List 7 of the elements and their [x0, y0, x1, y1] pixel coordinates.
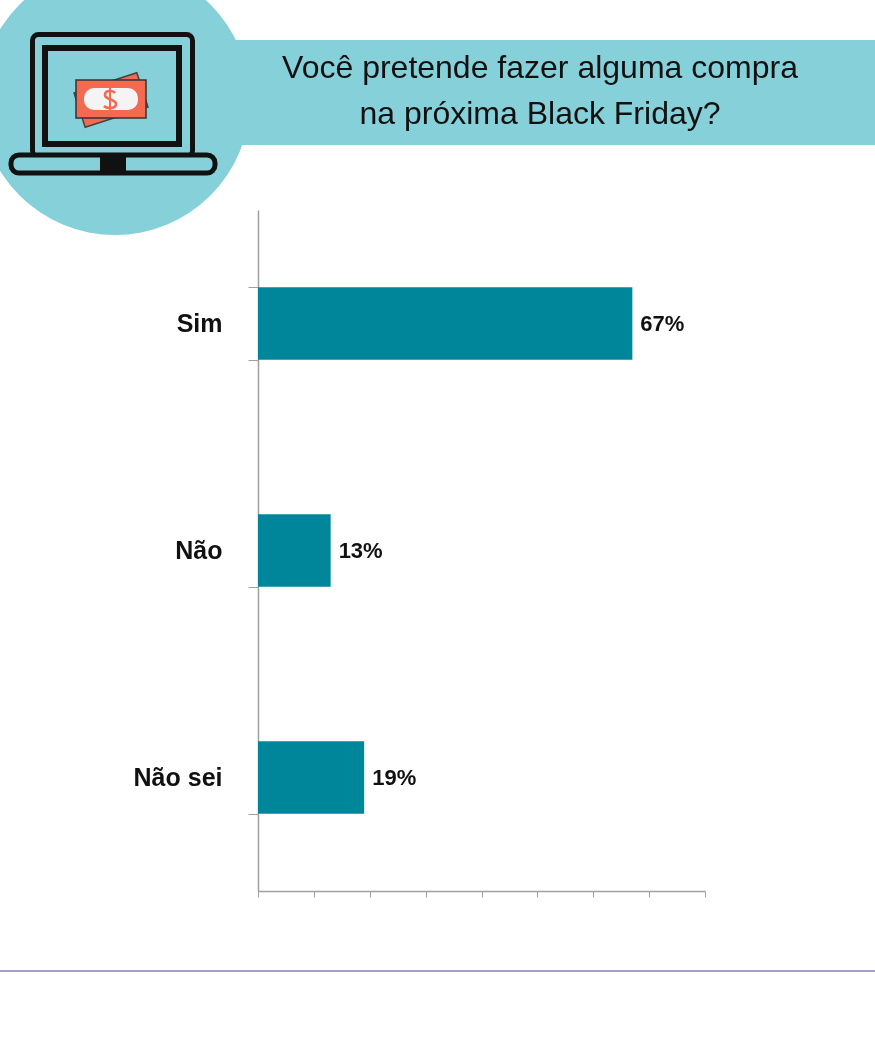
y-tick-label: Sim	[176, 309, 223, 337]
y-tick-label: Não	[175, 536, 223, 564]
y-tick-label: Não sei	[133, 763, 223, 791]
data-label: 13%	[338, 537, 383, 563]
data-label: 19%	[372, 764, 417, 790]
data-label: 67%	[640, 310, 685, 336]
chart-title: Você pretende fazer alguma compra na próxima Black Friday?	[281, 48, 799, 133]
